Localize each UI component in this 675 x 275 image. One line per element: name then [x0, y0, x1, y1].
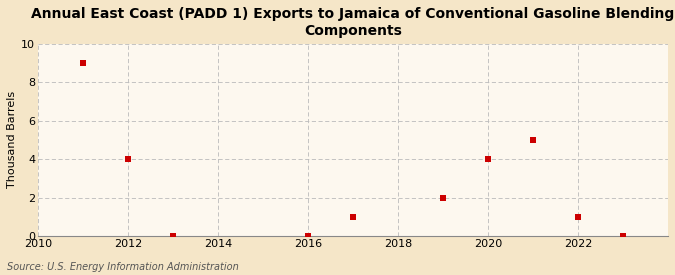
Point [528, 138, 539, 142]
Title: Annual East Coast (PADD 1) Exports to Jamaica of Conventional Gasoline Blending
: Annual East Coast (PADD 1) Exports to Ja… [31, 7, 674, 38]
Point [302, 234, 313, 238]
Point [572, 214, 583, 219]
Y-axis label: Thousand Barrels: Thousand Barrels [7, 91, 17, 188]
Point [618, 234, 628, 238]
Point [78, 60, 88, 65]
Text: Source: U.S. Energy Information Administration: Source: U.S. Energy Information Administ… [7, 262, 238, 272]
Point [437, 195, 448, 200]
Point [483, 157, 493, 161]
Point [348, 214, 358, 219]
Point [167, 234, 178, 238]
Point [123, 157, 134, 161]
